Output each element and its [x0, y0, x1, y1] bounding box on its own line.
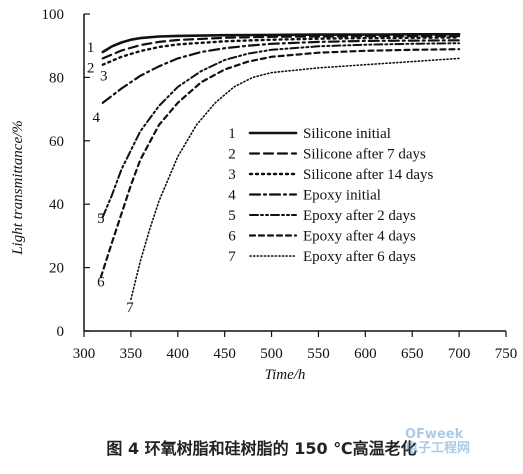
x-tick-label: 300 [73, 346, 96, 362]
x-axis-title: Time/h [265, 367, 306, 383]
y-tick-label: 60 [49, 134, 64, 150]
legend-number-6: 6 [228, 229, 236, 245]
x-tick-label: 400 [167, 346, 190, 362]
legend-number-1: 1 [228, 126, 236, 142]
curve-label-3: 3 [100, 69, 108, 85]
y-tick-label: 20 [49, 261, 64, 277]
watermark-line1: OFweek [405, 427, 464, 442]
x-tick-label: 500 [260, 346, 283, 362]
figure-caption: 图 4 环氧树脂和硅树脂的 150 ℃高温老化 [106, 439, 417, 458]
legend-number-7: 7 [228, 249, 236, 265]
legend-number-3: 3 [228, 167, 236, 183]
line-chart: 300 350 400 450 500 550 600 650 700 750 0 20 40 60 80 1… [10, 7, 518, 383]
watermark-line2: 电子工程网 [405, 441, 471, 456]
x-tick-label: 600 [354, 346, 377, 362]
x-tick-label: 650 [401, 346, 424, 362]
x-tick-label: 700 [448, 346, 471, 362]
series-line-6 [99, 48, 461, 279]
legend-label-1: Silicone initial [303, 126, 391, 142]
legend-label-5: Epoxy after 2 days [303, 208, 416, 224]
legend-label-4: Epoxy initial [303, 188, 381, 204]
series-line-2 [101, 35, 461, 60]
watermark: OFweek 电子工程网 [405, 428, 515, 468]
curve-label-4: 4 [92, 110, 100, 126]
series-line-3 [101, 36, 461, 66]
y-tick-label: 80 [49, 70, 64, 86]
series-line-1 [101, 32, 461, 54]
legend-number-2: 2 [228, 147, 236, 163]
legend-label-6: Epoxy after 4 days [303, 229, 416, 245]
legend-label-3: Silicone after 14 days [303, 167, 434, 183]
y-axis-title: Light transmittance/% [10, 120, 26, 256]
curve-label-2: 2 [87, 61, 95, 77]
x-tick-label: 450 [213, 346, 236, 362]
series-line-7 [130, 57, 460, 301]
curve-label-6: 6 [97, 275, 105, 291]
curve-label-1: 1 [87, 40, 95, 56]
x-tick-label: 550 [307, 346, 330, 362]
legend-number-5: 5 [228, 208, 236, 224]
x-tick-label: 350 [120, 346, 143, 362]
y-tick-label: 100 [42, 7, 65, 23]
legend-label-2: Silicone after 7 days [303, 147, 426, 163]
legend-label-7: Epoxy after 6 days [303, 249, 416, 265]
series-line-5 [101, 42, 461, 218]
y-tick-label: 40 [49, 197, 64, 213]
series-line-4 [101, 39, 461, 104]
curve-label-5: 5 [97, 211, 105, 227]
curve-label-7: 7 [126, 300, 134, 316]
y-tick-label: 0 [57, 324, 65, 340]
x-tick-label: 750 [495, 346, 518, 362]
legend-number-4: 4 [228, 188, 236, 204]
